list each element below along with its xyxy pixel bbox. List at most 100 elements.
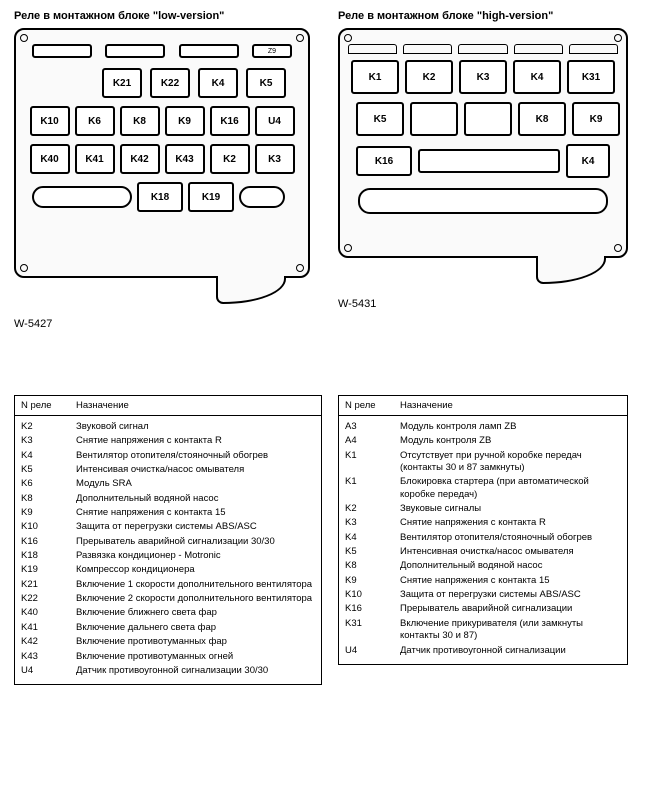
table-row: K18Развязка кондиционер - Motronic (15, 549, 321, 563)
table-row: K21Включение 1 скорости дополнительного … (15, 578, 321, 592)
td-relay-number: K5 (339, 546, 394, 558)
right-relay-box: K1 K2 K3 K4 K31 K5 K8 K9 K16 K4 (338, 28, 628, 258)
table-row: K4Вентилятор отопителя/стояночный обогре… (339, 531, 627, 545)
td-designation: Вентилятор отопителя/стояночный обогрев (70, 450, 321, 462)
td-designation: Звуковой сигнал (70, 421, 321, 433)
td-relay-number: U4 (339, 645, 394, 657)
tab-slot (569, 44, 618, 54)
table-row: K8Дополнительный водяной насос (339, 559, 627, 573)
table-row: K8Дополнительный водяной насос (15, 492, 321, 506)
relay-k10: K10 (30, 106, 70, 136)
td-relay-number: A4 (339, 435, 394, 447)
td-designation: Дополнительный водяной насос (394, 560, 627, 572)
th-relay-number: N реле (15, 400, 70, 411)
relay-k16: K16 (210, 106, 250, 136)
td-designation: Модуль контроля ламп ZB (394, 421, 627, 433)
relay-k41: K41 (75, 144, 115, 174)
table-row: K9Снятие напряжения с контакта 15 (15, 506, 321, 520)
td-designation: Включение дальнего света фар (70, 622, 321, 634)
relay-k6: K6 (75, 106, 115, 136)
left-title: Реле в монтажном блоке "low-version" (14, 10, 322, 22)
rounded-slot (32, 186, 132, 208)
td-relay-number: K43 (15, 651, 70, 663)
td-relay-number: U4 (15, 665, 70, 677)
td-relay-number: K4 (15, 450, 70, 462)
relay-k2: K2 (405, 60, 453, 94)
table-row: K4Вентилятор отопителя/стояночный обогре… (15, 449, 321, 463)
left-table: N реле Назначение K2Звуковой сигналK3Сня… (14, 395, 322, 685)
table-row: K10Защита от перегрузки системы ABS/ASC (339, 588, 627, 602)
td-designation: Интенсивая очистка/насос омывателя (70, 464, 321, 476)
relay-k19: K19 (188, 182, 234, 212)
td-designation: Включение прикуривателя (или замкнуты ко… (394, 618, 627, 643)
td-designation: Модуль контроля ZB (394, 435, 627, 447)
empty-slot (32, 44, 92, 58)
td-relay-number: K18 (15, 550, 70, 562)
table-row: K22Включение 2 скорости дополнительного … (15, 592, 321, 606)
td-relay-number: K2 (339, 503, 394, 515)
empty-slot (179, 44, 239, 58)
td-designation: Защита от перегрузки системы ABS/ASC (70, 521, 321, 533)
td-relay-number: K6 (15, 478, 70, 490)
td-designation: Снятие напряжения с контакта 15 (70, 507, 321, 519)
table-row: K10Защита от перегрузки системы ABS/ASC (15, 520, 321, 534)
table-row: K2Звуковой сигнал (15, 420, 321, 434)
td-designation: Отсутствует при ручной коробке передач (… (394, 450, 627, 475)
foot-tab (536, 256, 606, 284)
relay-k9: K9 (572, 102, 620, 136)
table-row: K16Прерыватель аварийной сигнализации 30… (15, 535, 321, 549)
th-designation: Назначение (394, 400, 627, 411)
relay-k31: K31 (567, 60, 615, 94)
table-row: K3Снятие напряжения с контакта R (15, 434, 321, 448)
table-row: K31Включение прикуривателя (или замкнуты… (339, 617, 627, 644)
left-relay-box: Z9 K21 K22 K4 K5 K10 K6 K8 K9 K16 U4 K40… (14, 28, 310, 278)
td-designation: Дополнительный водяной насос (70, 493, 321, 505)
td-relay-number: K4 (339, 532, 394, 544)
relay-k16: K16 (356, 146, 412, 176)
relay-k9: K9 (165, 106, 205, 136)
td-relay-number: K19 (15, 564, 70, 576)
td-designation: Включение ближнего света фар (70, 607, 321, 619)
table-row: A3Модуль контроля ламп ZB (339, 420, 627, 434)
td-designation: Включение противотуманных фар (70, 636, 321, 648)
table-row: K5Интенсивая очистка/насос омывателя (15, 463, 321, 477)
td-relay-number: K8 (15, 493, 70, 505)
td-designation: Интенсивная очистка/насос омывателя (394, 546, 627, 558)
relay-k2: K2 (210, 144, 250, 174)
td-designation: Вентилятор отопителя/стояночный обогрев (394, 532, 627, 544)
relay-k4: K4 (198, 68, 238, 98)
td-designation: Включение 2 скорости дополнительного вен… (70, 593, 321, 605)
td-relay-number: K21 (15, 579, 70, 591)
tab-slot (458, 44, 507, 54)
td-relay-number: K16 (15, 536, 70, 548)
td-relay-number: K16 (339, 603, 394, 615)
td-relay-number: K22 (15, 593, 70, 605)
th-designation: Назначение (70, 400, 321, 411)
td-designation: Защита от перегрузки системы ABS/ASC (394, 589, 627, 601)
table-row: K1Отсутствует при ручной коробке передач… (339, 449, 627, 476)
right-table: N реле Назначение A3Модуль контроля ламп… (338, 395, 628, 665)
td-designation: Звуковые сигналы (394, 503, 627, 515)
table-row: K42Включение противотуманных фар (15, 635, 321, 649)
table-row: K2Звуковые сигналы (339, 502, 627, 516)
rounded-slot (239, 186, 285, 208)
table-row: U4Датчик противоугонной сигнализации (339, 644, 627, 658)
td-relay-number: K42 (15, 636, 70, 648)
td-relay-number: K5 (15, 464, 70, 476)
td-designation: Датчик противоугонной сигнализации 30/30 (70, 665, 321, 677)
relay-k5: K5 (246, 68, 286, 98)
right-figure-label: W-5431 (338, 298, 638, 310)
tab-slot (348, 44, 397, 54)
td-designation: Датчик противоугонной сигнализации (394, 645, 627, 657)
left-figure-label: W-5427 (14, 318, 322, 330)
table-row: A4Модуль контроля ZB (339, 434, 627, 448)
right-title: Реле в монтажном блоке "high-version" (338, 10, 638, 22)
td-designation: Модуль SRA (70, 478, 321, 490)
relay-k22: K22 (150, 68, 190, 98)
table-row: K16Прерыватель аварийной сигнализации (339, 602, 627, 616)
empty-slot (410, 102, 458, 136)
table-row: K41Включение дальнего света фар (15, 621, 321, 635)
td-relay-number: K1 (339, 450, 394, 475)
relay-k8: K8 (518, 102, 566, 136)
table-row: K9Снятие напряжения с контакта 15 (339, 574, 627, 588)
